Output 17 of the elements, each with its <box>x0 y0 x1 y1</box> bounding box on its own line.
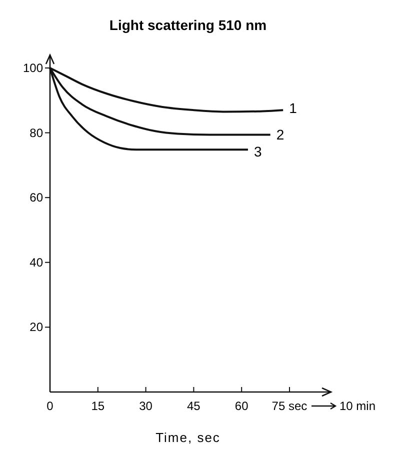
y-tick-label: 20 <box>30 320 44 334</box>
text: 10 min <box>339 399 376 413</box>
x-tick-label: 0 <box>46 399 54 413</box>
y-tick-label: 60 <box>30 190 44 205</box>
y-tick-label: 40 <box>30 255 44 270</box>
x-tick-label: 60 <box>234 399 249 413</box>
x-tick-label: 75 sec <box>272 399 308 413</box>
y-tick-label: 100 <box>22 60 44 75</box>
series-label: 3 <box>254 144 262 160</box>
series-label: 1 <box>289 100 298 116</box>
series-label: 2 <box>276 126 284 143</box>
chart-title: Light scattering 510 nm <box>109 17 267 33</box>
x-tick-label: 15 <box>91 399 105 413</box>
y-tick-label: 80 <box>30 126 44 140</box>
x-tick-label: 30 <box>139 399 153 413</box>
x-tick-label: 45 <box>187 399 201 413</box>
x-axis-title: Time, sec <box>156 430 220 445</box>
